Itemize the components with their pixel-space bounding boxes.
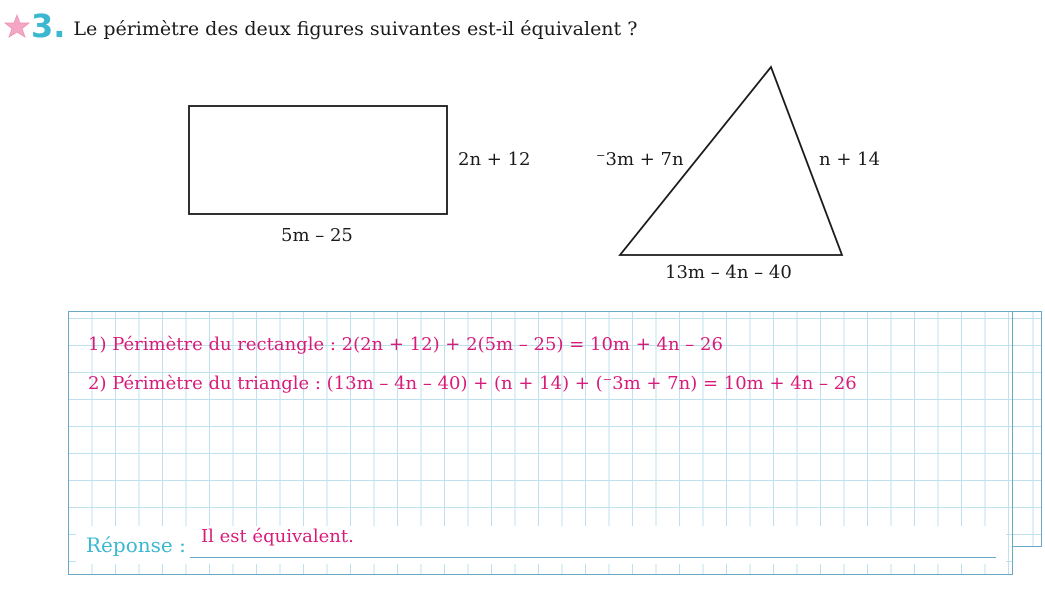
triangle-bottom-label: 13m – 4n – 40 [665,262,792,283]
answer-grid-extension [1013,311,1042,547]
response-value[interactable]: Il est équivalent. [201,526,354,547]
rectangle-side-label: 2n + 12 [458,149,531,170]
answer-line-1: 1) Périmètre du rectangle : 2(2n + 12) +… [88,334,723,355]
rectangle-bottom-label: 5m – 25 [281,225,353,246]
triangle-left-label: ⁻3m + 7n [596,149,684,170]
star-icon [4,13,30,38]
answer-line-2: 2) Périmètre du triangle : (13m – 4n – 4… [88,373,857,394]
exercise-question: Le périmètre des deux figures suivantes … [73,18,638,40]
response-rule [190,557,996,558]
exercise-number: 3. [31,7,66,45]
triangle-figure [618,65,844,256]
triangle-right-label: n + 14 [819,149,881,170]
rectangle-figure [188,105,448,215]
exercise-header: 3. Le périmètre des deux figures suivant… [4,6,637,46]
figures-drawing [188,65,844,256]
response-label: Réponse : [86,533,186,557]
